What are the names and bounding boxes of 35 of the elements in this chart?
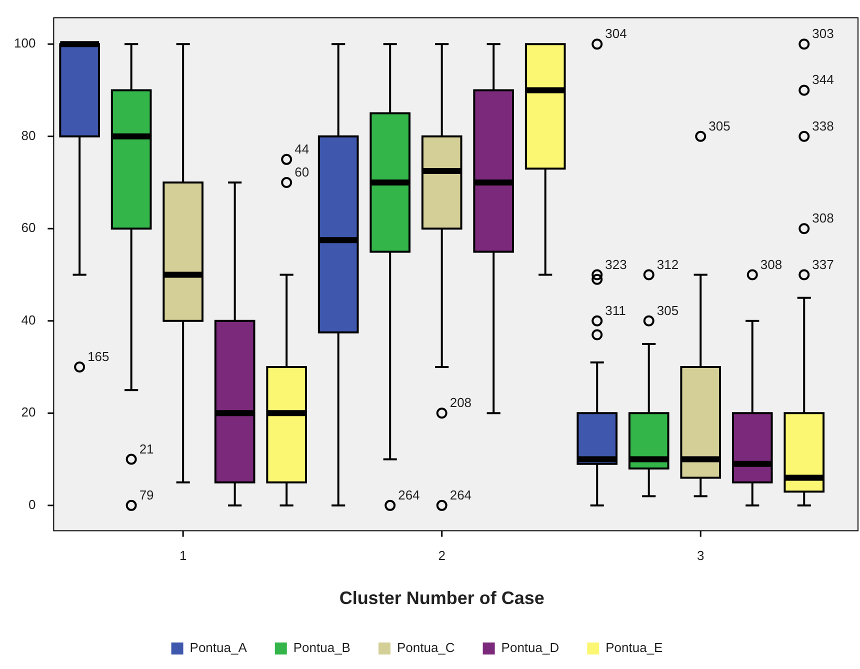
x-tick-label: 2 <box>438 548 446 564</box>
y-tick-label: 20 <box>21 404 36 420</box>
annotation: 344 <box>812 72 834 88</box>
legend-label: Pontua_B <box>293 640 350 656</box>
annotation: 264 <box>398 487 420 502</box>
y-tick-label: 60 <box>21 220 36 236</box>
y-tick-label: 80 <box>21 128 36 143</box>
annotation: 311 <box>605 302 626 318</box>
annotation: 44 <box>294 141 310 156</box>
legend-label: Pontua_D <box>501 640 560 656</box>
x-tick-label: 3 <box>697 548 704 564</box>
annotation: 338 <box>812 118 834 134</box>
annotation: 312 <box>656 256 679 272</box>
annotation: 21 <box>139 441 154 456</box>
annotation: 323 <box>605 256 627 272</box>
legend-label: Pontua_A <box>190 640 248 656</box>
annotation: 308 <box>812 210 834 226</box>
annotation: 79 <box>139 487 154 502</box>
y-tick-label: 40 <box>21 312 36 328</box>
annotation: 264 <box>450 487 472 502</box>
annotation: 305 <box>708 118 730 134</box>
legend-label: Pontua_E <box>606 640 664 656</box>
legend-label: Pontua_C <box>396 640 455 656</box>
annotation: 305 <box>656 302 679 318</box>
y-tick-label: 100 <box>14 36 36 51</box>
annotation: 303 <box>812 26 834 42</box>
annotation: 165 <box>88 349 110 364</box>
y-tick-label: 0 <box>28 497 36 512</box>
annotation: 304 <box>605 26 627 42</box>
annotation: 308 <box>760 256 782 272</box>
x-tick-label: 1 <box>179 548 187 564</box>
annotation: 337 <box>812 256 834 272</box>
annotation: 60 <box>294 164 310 180</box>
annotation: 208 <box>450 395 472 410</box>
x-axis-title: Cluster Number of Case <box>339 588 544 608</box>
